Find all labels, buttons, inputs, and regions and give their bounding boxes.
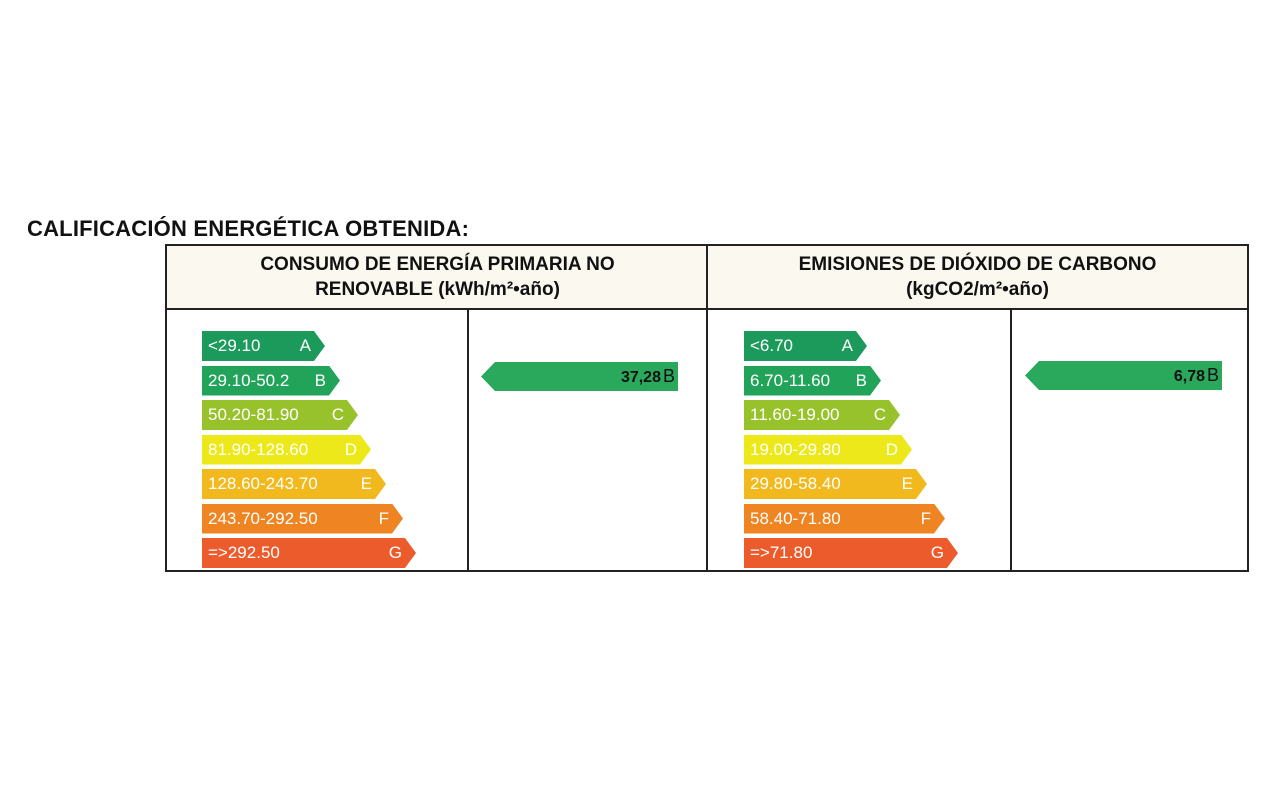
divider	[467, 310, 469, 572]
scale-class: B	[855, 370, 867, 390]
energy-scale-bar-e: 128.60-243.70 E	[202, 469, 386, 499]
energy-result-value: 37,28	[620, 369, 661, 386]
co2-header-line2: (kgCO2/m²•año)	[906, 279, 1049, 300]
co2-header: EMISIONES DE DIÓXIDO DE CARBONO (kgCO2/m²…	[708, 246, 1247, 310]
co2-header-line1: EMISIONES DE DIÓXIDO DE CARBONO	[798, 254, 1157, 275]
co2-scale-bar-e: 29.80-58.40 E	[744, 469, 927, 499]
scale-class: E	[360, 474, 372, 493]
divider	[706, 246, 708, 572]
co2-scale-bar-c: 11.60-19.00 C	[744, 400, 900, 430]
scale-class: G	[388, 543, 402, 562]
scale-range: =>71.80	[750, 543, 813, 562]
co2-scale-bar-b: 6.70-11.60 B	[744, 366, 881, 396]
scale-range: 50.20-81.90	[208, 405, 299, 424]
scale-class: B	[314, 370, 326, 390]
scale-range: 58.40-71.80	[750, 508, 841, 528]
scale-class: F	[378, 508, 389, 528]
scale-range: <29.10	[208, 336, 261, 355]
scale-range: =>292.50	[208, 543, 280, 562]
energy-scale-bar-c: 50.20-81.90 C	[202, 400, 358, 430]
energy-header-line2: RENOVABLE (kWh/m²•año)	[315, 279, 560, 300]
energy-scale-bar-b: 29.10-50.2 B	[202, 366, 340, 396]
energy-result-arrow: 37,28 B	[481, 362, 678, 391]
scale-class: F	[920, 508, 931, 528]
scale-range: 29.80-58.40	[750, 474, 841, 493]
energy-header: CONSUMO DE ENERGÍA PRIMARIA NO RENOVABLE …	[167, 246, 708, 310]
scale-range: <6.70	[750, 336, 794, 355]
scale-range: 243.70-292.50	[208, 508, 318, 528]
scale-class: A	[841, 336, 853, 355]
scale-class: G	[930, 543, 944, 562]
co2-scale-bar-d: 19.00-29.80 D	[744, 435, 912, 465]
scale-range: 6.70-11.60	[750, 370, 831, 390]
scale-range: 81.90-128.60	[208, 439, 309, 459]
co2-scale-bar-f: 58.40-71.80 F	[744, 504, 945, 534]
co2-scale-bar-a: <6.70 A	[744, 331, 867, 361]
energy-scale-bar-g: =>292.50 G	[202, 538, 416, 568]
scale-class: A	[299, 336, 311, 355]
co2-scale-bar-g: =>71.80 G	[744, 538, 958, 568]
energy-scale-bar-f: 243.70-292.50 F	[202, 504, 403, 534]
energy-scale-bar-d: 81.90-128.60 D	[202, 435, 371, 465]
energy-header-line1: CONSUMO DE ENERGÍA PRIMARIA NO	[260, 254, 615, 275]
scale-range: 19.00-29.80	[750, 439, 841, 459]
energy-scale-bar-a: <29.10 A	[202, 331, 325, 361]
scale-class: E	[901, 474, 913, 493]
scale-class: C	[873, 405, 886, 424]
scale-class: D	[344, 439, 357, 459]
co2-result-class: B	[1206, 365, 1219, 385]
energy-result-class: B	[662, 366, 675, 386]
scale-class: C	[331, 405, 344, 424]
co2-result-value: 6,78	[1173, 368, 1205, 385]
scale-class: D	[885, 439, 898, 459]
scale-range: 29.10-50.2	[208, 370, 290, 390]
page-title: CALIFICACIÓN ENERGÉTICA OBTENIDA:	[27, 216, 470, 241]
scale-range: 128.60-243.70	[208, 474, 318, 493]
divider	[1010, 310, 1012, 572]
rating-table: CONSUMO DE ENERGÍA PRIMARIA NO RENOVABLE …	[165, 244, 1249, 572]
scale-range: 11.60-19.00	[750, 405, 840, 424]
co2-result-arrow: 6,78 B	[1025, 361, 1222, 390]
